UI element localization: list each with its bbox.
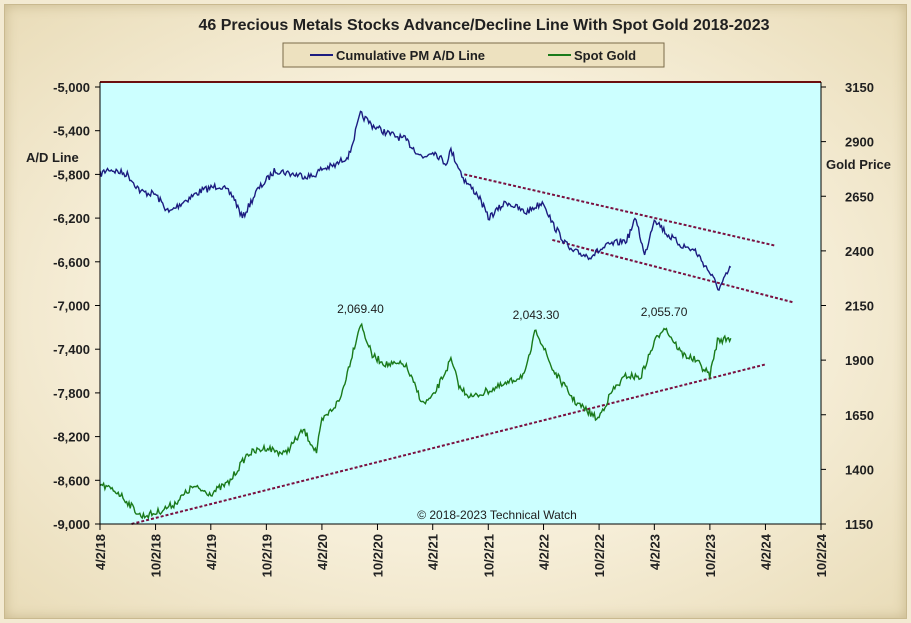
right-tick-label: 3150 (845, 80, 874, 95)
right-tick-label: 1400 (845, 462, 874, 477)
x-tick-label: 10/2/22 (592, 534, 607, 577)
left-tick-label: -9,000 (53, 517, 90, 532)
trendlines (131, 173, 794, 525)
trendline (131, 363, 766, 525)
x-tick-label: 4/2/23 (647, 534, 662, 570)
x-tick-label: 4/2/22 (537, 534, 552, 570)
left-tick-label: -5,400 (53, 124, 90, 139)
x-axis-ticks: 4/2/18 10/2/18 4/2/19 10/2/19 4/2/20 10/2/20 4… (93, 524, 829, 577)
x-tick-label: 4/2/18 (93, 534, 108, 570)
legend-label-spot-gold: Spot Gold (574, 48, 636, 63)
left-tick-label: -7,800 (53, 386, 90, 401)
x-tick-label: 4/2/24 (758, 533, 773, 570)
left-tick-label: -8,200 (53, 430, 90, 445)
left-tick-label: -6,600 (53, 255, 90, 270)
legend: Cumulative PM A/D Line Spot Gold (282, 42, 665, 68)
right-tick-label: 2150 (845, 299, 874, 314)
x-tick-label: 10/2/20 (370, 534, 385, 577)
right-tick-label: 2400 (845, 244, 874, 259)
data-labels: 2,069.40 2,043.30 2,055.70 (337, 302, 688, 322)
left-axis-ticks: -5,000 -5,400 -5,800 -6,200 -6,600 -7,000 -7,4… (53, 80, 100, 532)
left-tick-label: -7,400 (53, 342, 90, 357)
data-label: 2,069.40 (337, 302, 384, 316)
series-spot-gold (99, 322, 732, 520)
left-tick-label: -6,200 (53, 211, 90, 226)
x-tick-label: 10/2/19 (259, 534, 274, 577)
trendline (552, 238, 794, 304)
x-tick-label: 10/2/24 (814, 533, 829, 577)
axes (99, 82, 822, 525)
plot-area (100, 82, 821, 524)
x-tick-label: 10/2/18 (149, 534, 164, 577)
right-tick-label: 2650 (845, 189, 874, 204)
legend-label-ad-line: Cumulative PM A/D Line (336, 48, 485, 63)
right-tick-label: 1650 (845, 408, 874, 423)
right-tick-label: 1150 (845, 517, 873, 532)
left-tick-label: -5,000 (53, 80, 90, 95)
x-tick-label: 4/2/20 (315, 534, 330, 570)
right-axis-ticks: 3150 2900 2650 2400 2150 1900 1650 1400 1150 (821, 80, 874, 532)
left-tick-label: -8,600 (53, 473, 90, 488)
left-tick-label: -5,800 (53, 167, 90, 182)
right-tick-label: 2900 (845, 135, 874, 150)
right-tick-label: 1900 (845, 353, 874, 368)
x-tick-label: 10/2/21 (481, 534, 496, 577)
series-ad-line (99, 110, 732, 292)
data-label: 2,043.30 (513, 308, 560, 322)
chart-title: 46 Precious Metals Stocks Advance/Declin… (198, 17, 769, 34)
copyright-text: © 2018-2023 Technical Watch (417, 508, 577, 522)
left-tick-label: -7,000 (53, 299, 90, 314)
legend-box (282, 42, 665, 68)
trendline (464, 173, 775, 247)
data-label: 2,055.70 (641, 305, 688, 319)
x-tick-label: 4/2/21 (426, 534, 441, 570)
series-layer (99, 110, 732, 520)
x-tick-label: 10/2/23 (703, 534, 718, 577)
left-axis-label: A/D Line (26, 150, 79, 165)
x-tick-label: 4/2/19 (204, 534, 219, 570)
right-axis-label: Gold Price (826, 157, 891, 172)
